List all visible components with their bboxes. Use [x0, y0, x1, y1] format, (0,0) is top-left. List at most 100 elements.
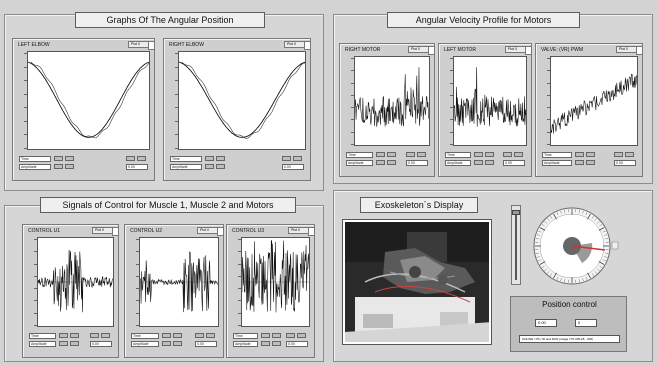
graph-title: CONTROL U3 — [232, 228, 265, 234]
left-elbow-graph-panel: LEFT ELBOW Plot 0 Time Amplitude 0.00 — [12, 38, 155, 181]
time-scale-field[interactable]: Time — [131, 333, 159, 339]
gauge-dial — [533, 207, 619, 285]
y-tick — [450, 107, 453, 109]
cursor-button[interactable] — [195, 333, 204, 338]
y-format-button[interactable] — [70, 341, 80, 346]
plot-legend-button[interactable]: Plot 0 — [197, 227, 224, 236]
x-zoom-button[interactable] — [375, 152, 385, 157]
plot-area[interactable] — [354, 56, 430, 146]
x-format-button[interactable] — [173, 333, 182, 338]
amplitude-scale-field[interactable]: Amplitude — [542, 160, 573, 166]
y-zoom-button[interactable] — [474, 160, 484, 165]
gauge-tick — [536, 234, 540, 236]
x-zoom-button[interactable] — [59, 333, 69, 338]
x-zoom-button[interactable] — [575, 152, 585, 157]
time-scale-field[interactable]: Time — [233, 333, 258, 339]
x-format-button[interactable] — [65, 156, 74, 161]
y-zoom-button[interactable] — [162, 341, 171, 346]
amplitude-scale-field[interactable]: Amplitude — [19, 164, 51, 170]
y-zoom-button[interactable] — [375, 160, 385, 165]
position-control-panel: Position control 0.00 0 ONLINE / PS / ID… — [510, 296, 627, 352]
cursor-button[interactable] — [90, 333, 99, 338]
cursor-button[interactable] — [503, 152, 512, 157]
slider-thumb[interactable] — [512, 210, 520, 215]
amplitude-scale-field[interactable]: Amplitude — [233, 341, 258, 347]
plot-legend-button[interactable]: Plot 0 — [288, 227, 315, 236]
plot-area[interactable] — [241, 237, 310, 327]
gauge-tick — [585, 276, 588, 280]
y-format-button[interactable] — [485, 160, 495, 165]
plot-legend-button[interactable]: Plot 0 — [505, 46, 532, 55]
pan-button[interactable] — [293, 156, 302, 161]
y-zoom-button[interactable] — [205, 164, 214, 169]
x-zoom-button[interactable] — [205, 156, 214, 161]
y-tick — [238, 275, 241, 277]
plot-area[interactable] — [453, 56, 527, 146]
y-format-button[interactable] — [271, 341, 281, 346]
angle-gauge[interactable] — [528, 204, 620, 290]
plot-legend-button[interactable]: Plot 0 — [616, 46, 643, 55]
gauge-tick — [598, 227, 605, 231]
position-value-field[interactable]: 0.00 — [535, 319, 557, 327]
amplitude-scale-field[interactable]: Amplitude — [131, 341, 159, 347]
amplitude-scale-field[interactable]: Amplitude — [346, 160, 373, 166]
time-scale-field[interactable]: Time — [19, 156, 51, 162]
y-format-button[interactable] — [216, 164, 225, 169]
vertical-slider[interactable] — [511, 205, 521, 285]
x-format-button[interactable] — [271, 333, 281, 338]
amplitude-scale-field[interactable]: Amplitude — [445, 160, 472, 166]
x-format-button[interactable] — [216, 156, 225, 161]
x-format-button[interactable] — [586, 152, 596, 157]
y-format-button[interactable] — [65, 164, 74, 169]
time-scale-field[interactable]: Time — [170, 156, 202, 162]
y-tick — [136, 300, 139, 302]
gauge-tick — [605, 252, 609, 254]
x-format-button[interactable] — [485, 152, 495, 157]
y-zoom-button[interactable] — [54, 164, 63, 169]
x-format-button[interactable] — [386, 152, 396, 157]
y-format-button[interactable] — [173, 341, 182, 346]
amplitude-scale-field[interactable]: Amplitude — [170, 164, 202, 170]
pan-button[interactable] — [206, 333, 215, 338]
time-scale-field[interactable]: Time — [346, 152, 373, 158]
pan-button[interactable] — [297, 333, 306, 338]
time-scale-field[interactable]: Time — [29, 333, 57, 339]
plot-area[interactable] — [550, 56, 638, 146]
y-tick — [351, 144, 354, 145]
plot-legend-button[interactable]: Plot 0 — [284, 41, 311, 50]
cursor-button[interactable] — [286, 333, 295, 338]
x-zoom-button[interactable] — [54, 156, 63, 161]
gauge-tick — [599, 224, 603, 227]
cursor-button[interactable] — [282, 156, 291, 161]
y-zoom-button[interactable] — [59, 341, 69, 346]
cursor-button[interactable] — [614, 152, 623, 157]
pan-button[interactable] — [137, 156, 146, 161]
gauge-tick — [582, 210, 584, 214]
y-format-button[interactable] — [586, 160, 596, 165]
plot-area[interactable] — [178, 51, 306, 150]
plot-area[interactable] — [27, 51, 150, 150]
gauge-tick — [560, 210, 562, 214]
pan-button[interactable] — [514, 152, 523, 157]
plot-area[interactable] — [37, 237, 114, 327]
x-zoom-button[interactable] — [474, 152, 484, 157]
time-scale-field[interactable]: Time — [542, 152, 573, 158]
pan-button[interactable] — [417, 152, 426, 157]
y-format-button[interactable] — [386, 160, 396, 165]
y-zoom-button[interactable] — [260, 341, 270, 346]
x-format-button[interactable] — [70, 333, 80, 338]
plot-legend-button[interactable]: Plot 0 — [408, 46, 435, 55]
position-setpoint-field[interactable]: 0 — [575, 319, 597, 327]
plot-legend-button[interactable]: Plot 0 — [92, 227, 119, 236]
plot-legend-button[interactable]: Plot 0 — [128, 41, 155, 50]
amplitude-scale-field[interactable]: Amplitude — [29, 341, 57, 347]
x-zoom-button[interactable] — [260, 333, 270, 338]
cursor-button[interactable] — [406, 152, 415, 157]
y-zoom-button[interactable] — [575, 160, 585, 165]
plot-area[interactable] — [139, 237, 219, 327]
cursor-button[interactable] — [126, 156, 135, 161]
time-scale-field[interactable]: Time — [445, 152, 472, 158]
x-zoom-button[interactable] — [162, 333, 171, 338]
pan-button[interactable] — [625, 152, 634, 157]
pan-button[interactable] — [101, 333, 110, 338]
